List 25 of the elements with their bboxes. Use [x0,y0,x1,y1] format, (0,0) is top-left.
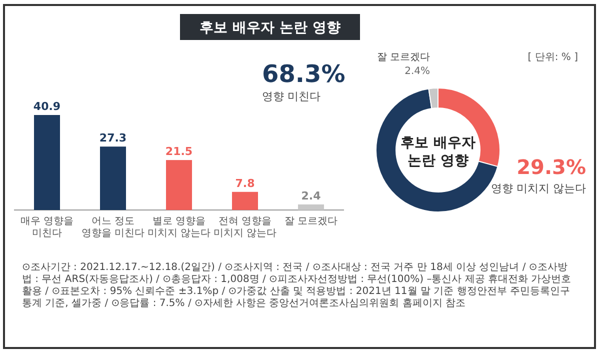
text: [ 단위: % ] [528,52,578,63]
data-label: 21.5 [165,145,193,158]
slice-label: 잘 모르겠다 [376,52,430,63]
data-label: 68.3% [262,60,346,88]
slice-label: 영향 미치지 않는다 [491,182,586,195]
bar [232,192,258,210]
text: 후보 배우자 논란 영향 [400,135,476,169]
x-tick-label: 어느 정도 영향을 미친다 [81,216,145,239]
data-label: 2.4% [404,66,430,77]
data-label: 2.4 [301,189,322,202]
data-label: 7.8 [235,176,255,190]
bar [166,160,192,210]
bar [298,204,324,210]
bar [34,115,60,210]
slice-label: 영향 미친다 [262,90,320,103]
x-tick-label: 매우 영향을 미친다 [20,216,74,239]
chart-title: 후보 배우자 논란 영향 [200,20,340,36]
data-label: 40.9 [33,100,61,113]
x-tick-label: 전혀 영향을 미치지 않는다 [213,216,277,239]
x-tick-label: 별로 영향을 미치지 않는다 [147,216,211,239]
text: ⊙조사기간 : 2021.12.17.~12.18.(2일간) / ⊙조사지역 : 전국 / ⊙조사대상 : 전국 거주 만 18세 이상 성인남녀 / ⊙조사방법 : 무선 ARS(자동응답조사) / ⊙총응답자 : 1,008명 / ⊙피조사자선정방법 : 무선(100%) –통신사 제공 휴대전화 가상번호 활용 / ⊙표본오차 : 95% 신뢰수준 ±3.1%p / ⊙가중값 산출 및 적용방법 : 2021년 11월 말 기준 행정안전부 주민등록인구통계 기준, 셀가중 / ⊙응답률 : 7.5% / ⊙자세한 사항은 중앙선거여론조사심의위원회 홈페이지 참조 [22,262,572,310]
bar [100,146,126,210]
x-tick-label: 잘 모르겠다 [284,216,338,227]
data-label: 27.3 [99,132,127,145]
data-label: 29.3% [516,155,586,179]
